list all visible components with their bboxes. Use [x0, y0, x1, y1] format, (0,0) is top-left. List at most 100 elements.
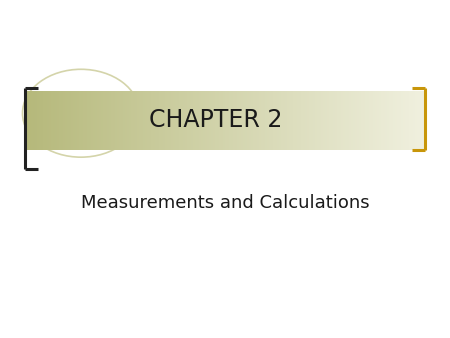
Bar: [415, 91, 418, 150]
Bar: [85, 91, 87, 150]
Bar: [111, 91, 113, 150]
Bar: [271, 91, 274, 150]
Bar: [45, 91, 47, 150]
Bar: [393, 91, 396, 150]
Bar: [195, 91, 198, 150]
Bar: [309, 91, 311, 150]
Bar: [281, 91, 284, 150]
Bar: [325, 91, 328, 150]
Bar: [399, 91, 402, 150]
Bar: [311, 91, 314, 150]
Bar: [355, 91, 358, 150]
Bar: [237, 91, 239, 150]
Bar: [163, 91, 165, 150]
Bar: [161, 91, 163, 150]
Bar: [125, 91, 127, 150]
Bar: [139, 91, 141, 150]
Bar: [93, 91, 95, 150]
Bar: [213, 91, 216, 150]
Bar: [109, 91, 111, 150]
Bar: [401, 91, 404, 150]
Bar: [317, 91, 320, 150]
Bar: [287, 91, 289, 150]
Bar: [373, 91, 376, 150]
Bar: [159, 91, 162, 150]
Bar: [171, 91, 173, 150]
Bar: [47, 91, 49, 150]
Bar: [137, 91, 139, 150]
Bar: [319, 91, 322, 150]
Bar: [389, 91, 392, 150]
Bar: [127, 91, 129, 150]
Bar: [105, 91, 107, 150]
Bar: [413, 91, 416, 150]
Bar: [417, 91, 420, 150]
Bar: [349, 91, 351, 150]
Bar: [267, 91, 270, 150]
Bar: [301, 91, 304, 150]
Bar: [313, 91, 315, 150]
Bar: [129, 91, 131, 150]
Bar: [239, 91, 242, 150]
Bar: [205, 91, 207, 150]
Bar: [273, 91, 275, 150]
Bar: [97, 91, 99, 150]
Bar: [235, 91, 238, 150]
Bar: [191, 91, 193, 150]
Bar: [51, 91, 53, 150]
Bar: [107, 91, 109, 150]
Bar: [377, 91, 380, 150]
Bar: [175, 91, 177, 150]
Bar: [295, 91, 297, 150]
Bar: [29, 91, 31, 150]
Bar: [307, 91, 310, 150]
Bar: [367, 91, 369, 150]
Bar: [57, 91, 59, 150]
Bar: [73, 91, 75, 150]
Bar: [247, 91, 249, 150]
Bar: [263, 91, 266, 150]
Bar: [289, 91, 292, 150]
Bar: [181, 91, 184, 150]
Bar: [371, 91, 374, 150]
Bar: [37, 91, 39, 150]
Bar: [199, 91, 202, 150]
Bar: [169, 91, 171, 150]
Bar: [101, 91, 104, 150]
Bar: [35, 91, 37, 150]
Bar: [339, 91, 342, 150]
Bar: [365, 91, 368, 150]
Bar: [351, 91, 354, 150]
Bar: [259, 91, 261, 150]
Bar: [49, 91, 51, 150]
Bar: [117, 91, 119, 150]
Bar: [381, 91, 384, 150]
Bar: [229, 91, 231, 150]
Bar: [89, 91, 91, 150]
Bar: [337, 91, 340, 150]
Bar: [423, 91, 426, 150]
Bar: [183, 91, 185, 150]
Text: Measurements and Calculations: Measurements and Calculations: [81, 194, 369, 212]
Bar: [119, 91, 122, 150]
Bar: [141, 91, 144, 150]
Bar: [411, 91, 414, 150]
Bar: [155, 91, 157, 150]
Bar: [215, 91, 217, 150]
Bar: [209, 91, 212, 150]
Bar: [39, 91, 41, 150]
Bar: [227, 91, 230, 150]
Text: CHAPTER 2: CHAPTER 2: [149, 108, 283, 132]
Bar: [363, 91, 365, 150]
Bar: [231, 91, 234, 150]
Bar: [131, 91, 133, 150]
Bar: [225, 91, 227, 150]
Bar: [321, 91, 324, 150]
Bar: [71, 91, 73, 150]
Bar: [179, 91, 181, 150]
Bar: [67, 91, 69, 150]
Bar: [405, 91, 408, 150]
Bar: [187, 91, 189, 150]
Bar: [283, 91, 285, 150]
Bar: [75, 91, 77, 150]
